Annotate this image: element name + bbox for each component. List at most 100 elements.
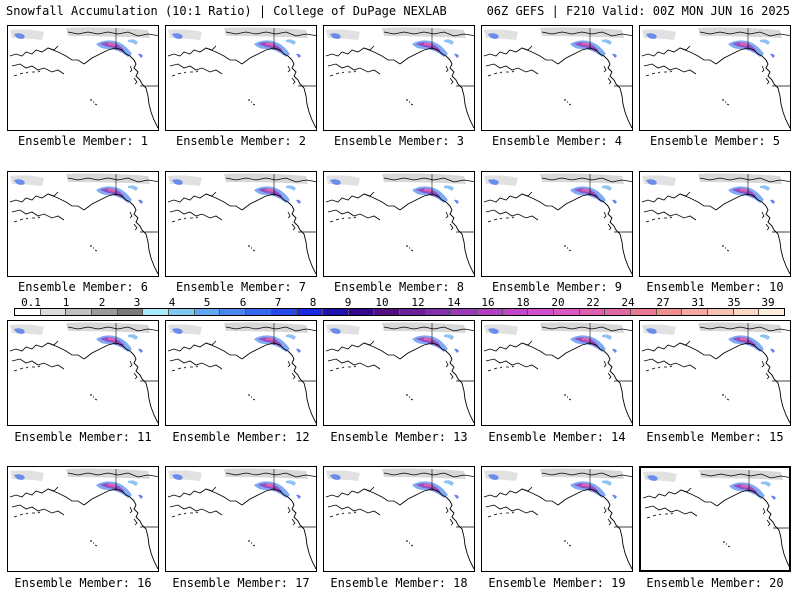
ensemble-member-label: Ensemble Member: 2 (175, 134, 307, 148)
ensemble-member-label: Ensemble Member: 17 (172, 576, 310, 590)
snowfall-map (642, 469, 789, 570)
colorbar-tick-label: 22 (586, 296, 600, 309)
colorbar-tick-label: 8 (309, 296, 317, 309)
snowfall-map (641, 322, 790, 424)
ensemble-member-map (639, 466, 791, 572)
colorbar-tick-label: 4 (168, 296, 176, 309)
colorbar-swatch (605, 309, 632, 315)
colorbar-swatch (656, 309, 683, 315)
ensemble-member-label: Ensemble Member: 6 (17, 280, 149, 294)
colorbar-tick-label: 31 (691, 296, 705, 309)
colorbar-swatch (15, 309, 41, 315)
ensemble-member-map (7, 466, 159, 572)
snowfall-map (483, 322, 632, 424)
colorbar-swatch (477, 309, 503, 315)
ensemble-member-label: Ensemble Member: 8 (333, 280, 465, 294)
ensemble-member-label: Ensemble Member: 5 (649, 134, 781, 148)
colorbar-tick-label: 27 (656, 296, 670, 309)
ensemble-member-map (481, 466, 633, 572)
colorbar-swatch (40, 309, 67, 315)
colorbar-swatch (451, 309, 478, 315)
map-title: Snowfall Accumulation (10:1 Ratio) | Col… (6, 4, 447, 18)
colorbar-tick-label: 2 (98, 296, 106, 309)
snowfall-map (325, 322, 474, 424)
colorbar-swatch (194, 309, 221, 315)
ensemble-member-map (323, 466, 475, 572)
colorbar-swatch (66, 309, 93, 315)
colorbar-swatch (708, 309, 734, 315)
ensemble-member-label: Ensemble Member: 1 (17, 134, 149, 148)
ensemble-member-map (323, 320, 475, 426)
colorbar-tick-label: 18 (516, 296, 530, 309)
colorbar-swatch (425, 309, 452, 315)
colorbar-swatch (92, 309, 118, 315)
colorbar-tick-label: 20 (551, 296, 565, 309)
colorbar-swatch (554, 309, 580, 315)
ensemble-member-label: Ensemble Member: 7 (175, 280, 307, 294)
snowfall-map (9, 468, 158, 570)
snowfall-map (167, 27, 316, 129)
colorbar-swatch (400, 309, 426, 315)
colorbar-tick-label: 0.1 (21, 296, 41, 309)
colorbar-tick-label: 35 (727, 296, 741, 309)
colorbar-tick-label: 24 (621, 296, 635, 309)
snowfall-map (641, 173, 790, 275)
ensemble-member-label: Ensemble Member: 9 (491, 280, 623, 294)
colorbar-swatch (733, 309, 760, 315)
colorbar-tick-label: 10 (375, 296, 389, 309)
colorbar-tick-label: 7 (274, 296, 282, 309)
ensemble-member-map (165, 466, 317, 572)
ensemble-member-label: Ensemble Member: 10 (646, 280, 784, 294)
ensemble-member-label: Ensemble Member: 20 (646, 576, 784, 590)
ensemble-member-map (639, 25, 791, 131)
colorbar-swatch (169, 309, 195, 315)
colorbar-tick-label: 6 (239, 296, 247, 309)
colorbar-tick-label: 16 (481, 296, 495, 309)
colorbar-swatch (297, 309, 324, 315)
snowfall-map (483, 173, 632, 275)
ensemble-member-map (165, 25, 317, 131)
snowfall-map (9, 173, 158, 275)
colorbar-swatch (117, 309, 144, 315)
colorbar-tick-label: 9 (344, 296, 352, 309)
snowfall-map (9, 27, 158, 129)
colorbar-tick-label: 3 (133, 296, 141, 309)
ensemble-member-label: Ensemble Member: 13 (330, 430, 468, 444)
snowfall-map (483, 27, 632, 129)
snowfall-map (325, 173, 474, 275)
colorbar-swatch (759, 309, 785, 315)
colorbar-tick-label: 5 (203, 296, 211, 309)
ensemble-member-map (165, 320, 317, 426)
colorbar-swatch (631, 309, 657, 315)
snowfall-map (167, 468, 316, 570)
colorbar-swatch (271, 309, 298, 315)
colorbar-tick-label: 14 (447, 296, 461, 309)
ensemble-member-map (7, 320, 159, 426)
ensemble-member-label: Ensemble Member: 19 (488, 576, 626, 590)
ensemble-member-label: Ensemble Member: 18 (330, 576, 468, 590)
colorbar-swatch (682, 309, 709, 315)
snowfall-map (325, 468, 474, 570)
colorbar-swatch (220, 309, 247, 315)
colorbar-swatch (374, 309, 401, 315)
ensemble-member-map (639, 320, 791, 426)
colorbar-tick-label: 1 (62, 296, 70, 309)
colorbar-swatch (246, 309, 272, 315)
ensemble-member-map (7, 25, 159, 131)
ensemble-member-map (323, 25, 475, 131)
ensemble-member-map (323, 171, 475, 277)
ensemble-member-label: Ensemble Member: 11 (14, 430, 152, 444)
ensemble-member-map (7, 171, 159, 277)
ensemble-member-label: Ensemble Member: 15 (646, 430, 784, 444)
ensemble-member-label: Ensemble Member: 3 (333, 134, 465, 148)
snowfall-map (641, 27, 790, 129)
colorbar-swatch (348, 309, 375, 315)
ensemble-member-map (639, 171, 791, 277)
colorbar-tick-label: 12 (411, 296, 425, 309)
colorbar-swatch (528, 309, 555, 315)
colorbar-swatch (502, 309, 529, 315)
snowfall-colorbar (14, 308, 785, 316)
colorbar-swatch (579, 309, 606, 315)
colorbar-tick-label: 39 (761, 296, 775, 309)
snowfall-map (167, 173, 316, 275)
